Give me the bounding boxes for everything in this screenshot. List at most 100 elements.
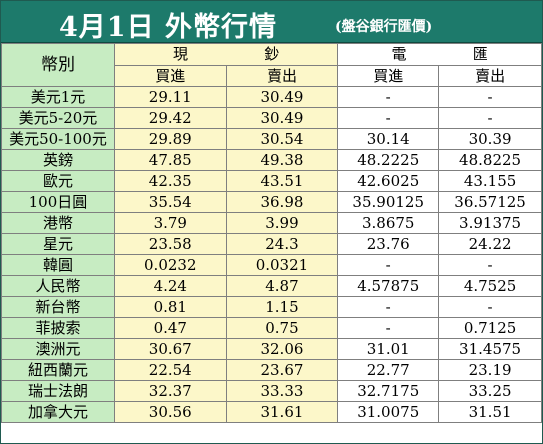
cash-buy-cell: 29.42 <box>113 107 227 129</box>
table-row: 英鎊 47.85 49.38 48.2225 48.8225 <box>1 149 542 171</box>
tt-sell-cell: 48.8225 <box>438 149 542 171</box>
exchange-rate-table: 幣別 現 鈔 電 匯 買進 賣出 買進 賣出 美元1元 29.11 30.49- - 美… <box>1 43 542 423</box>
tt-buy-cell: 48.2225 <box>337 149 440 171</box>
cash-buy-cell: 3.79 <box>113 212 227 234</box>
table-row: 港幣 3.79 3.99 3.8675 3.91375 <box>1 212 542 234</box>
currency-cell: 歐元 <box>1 170 115 192</box>
cash-sell-cell: 33.33 <box>225 380 339 402</box>
rate-rows: 美元1元 29.11 30.49- - 美元5-20元 29.42 30.49- - 美元50-… <box>1 86 542 423</box>
tt-buy-cell: 4.57875 <box>337 275 440 297</box>
tt-sell-cell: 23.19 <box>438 359 542 381</box>
table-row: 韓圓 0.0232 0.0321- - <box>1 254 542 276</box>
tt-buy-cell: 42.6025 <box>337 170 440 192</box>
tt-sell-cell: 24.22 <box>438 233 542 255</box>
currency-cell: 韓圓 <box>1 254 115 276</box>
currency-column-header: 幣別 <box>1 43 115 87</box>
tt-sell-cell: 4.7525 <box>438 275 542 297</box>
tt-buy-cell: - <box>337 254 440 276</box>
cash-buy-cell: 47.85 <box>113 149 227 171</box>
tt-buy-header: 買進 <box>337 65 440 87</box>
currency-cell: 加拿大元 <box>1 401 115 423</box>
table-row: 美元1元 29.11 30.49- - <box>1 86 542 108</box>
tt-buy-cell: 3.8675 <box>337 212 440 234</box>
cash-buy-cell: 0.81 <box>113 296 227 318</box>
tt-group-char-2: 匯 <box>472 45 488 63</box>
cash-buy-cell: 29.89 <box>113 128 227 150</box>
table-row: 美元50-100元 29.89 30.54 30.14 30.39 <box>1 128 542 150</box>
table-row: 星元 23.58 24.3 23.76 24.22 <box>1 233 542 255</box>
cash-buy-cell: 32.37 <box>113 380 227 402</box>
table-row: 瑞士法朗 32.37 33.33 32.7175 33.25 <box>1 380 542 402</box>
table-row: 美元5-20元 29.42 30.49- - <box>1 107 542 129</box>
tt-sell-header: 賣出 <box>438 65 542 87</box>
table-row: 菲披索 0.47 0.75-0.7125 <box>1 317 542 339</box>
currency-cell: 美元5-20元 <box>1 107 115 129</box>
cash-buy-cell: 23.58 <box>113 233 227 255</box>
tt-buy-cell: - <box>337 317 440 339</box>
tt-sell-cell: - <box>438 254 542 276</box>
cash-group-char-2: 鈔 <box>264 45 280 63</box>
tt-buy-cell: - <box>337 107 440 129</box>
tt-buy-cell: 31.0075 <box>337 401 440 423</box>
currency-cell: 人民幣 <box>1 275 115 297</box>
cash-sell-cell: 49.38 <box>225 149 339 171</box>
cash-sell-cell: 1.15 <box>225 296 339 318</box>
tt-buy-cell: 31.01 <box>337 338 440 360</box>
currency-cell: 美元1元 <box>1 86 115 108</box>
tt-sell-cell: 31.4575 <box>438 338 542 360</box>
currency-cell: 港幣 <box>1 212 115 234</box>
cash-group-char-1: 現 <box>173 45 189 63</box>
page-title: 4月1日 外幣行情 <box>59 12 277 43</box>
table-row: 加拿大元 30.56 31.61 31.0075 31.51 <box>1 401 542 423</box>
tt-buy-cell: 22.77 <box>337 359 440 381</box>
tt-sell-cell: - <box>438 107 542 129</box>
cash-buy-cell: 29.11 <box>113 86 227 108</box>
tt-sell-cell: 3.91375 <box>438 212 542 234</box>
cash-sell-cell: 36.98 <box>225 191 339 213</box>
table-row: 100日圓 35.54 36.98 35.90125 36.57125 <box>1 191 542 213</box>
currency-cell: 星元 <box>1 233 115 255</box>
cash-sell-cell: 0.75 <box>225 317 339 339</box>
currency-cell: 新台幣 <box>1 296 115 318</box>
cash-buy-header: 買進 <box>113 65 227 87</box>
cash-buy-cell: 35.54 <box>113 191 227 213</box>
tt-sell-cell: 0.7125 <box>438 317 542 339</box>
tt-group-char-1: 電 <box>391 45 407 63</box>
tt-sell-cell: - <box>438 86 542 108</box>
table-row: 澳洲元 30.67 32.06 31.01 31.4575 <box>1 338 542 360</box>
tt-sell-cell: - <box>438 296 542 318</box>
tt-sell-cell: 36.57125 <box>438 191 542 213</box>
cash-sell-cell: 3.99 <box>225 212 339 234</box>
tt-sell-cell: 30.39 <box>438 128 542 150</box>
tt-buy-cell: 35.90125 <box>337 191 440 213</box>
tt-group-header: 電 匯 <box>337 43 542 66</box>
currency-cell: 100日圓 <box>1 191 115 213</box>
table-row: 新台幣 0.81 1.15- - <box>1 296 542 318</box>
tt-sell-cell: 33.25 <box>438 380 542 402</box>
cash-buy-cell: 30.56 <box>113 401 227 423</box>
title-bar: 4月1日 外幣行情 (盤谷銀行匯價) <box>1 1 542 43</box>
tt-sell-cell: 31.51 <box>438 401 542 423</box>
cash-sell-cell: 4.87 <box>225 275 339 297</box>
cash-buy-cell: 4.24 <box>113 275 227 297</box>
currency-cell: 英鎊 <box>1 149 115 171</box>
cash-group-header: 現 鈔 <box>113 43 339 66</box>
cash-sell-cell: 31.61 <box>225 401 339 423</box>
cash-buy-cell: 42.35 <box>113 170 227 192</box>
table-row: 歐元 42.35 43.51 42.6025 43.155 <box>1 170 542 192</box>
tt-buy-cell: - <box>337 86 440 108</box>
cash-buy-cell: 30.67 <box>113 338 227 360</box>
tt-buy-cell: 23.76 <box>337 233 440 255</box>
cash-sell-cell: 30.49 <box>225 107 339 129</box>
cash-sell-cell: 24.3 <box>225 233 339 255</box>
currency-cell: 紐西蘭元 <box>1 359 115 381</box>
tt-buy-cell: 30.14 <box>337 128 440 150</box>
cash-sell-cell: 0.0321 <box>225 254 339 276</box>
tt-buy-cell: 32.7175 <box>337 380 440 402</box>
source-label: (盤谷銀行匯價) <box>335 19 433 35</box>
cash-buy-cell: 0.47 <box>113 317 227 339</box>
tt-buy-cell: - <box>337 296 440 318</box>
currency-cell: 菲披索 <box>1 317 115 339</box>
cash-sell-header: 賣出 <box>225 65 339 87</box>
